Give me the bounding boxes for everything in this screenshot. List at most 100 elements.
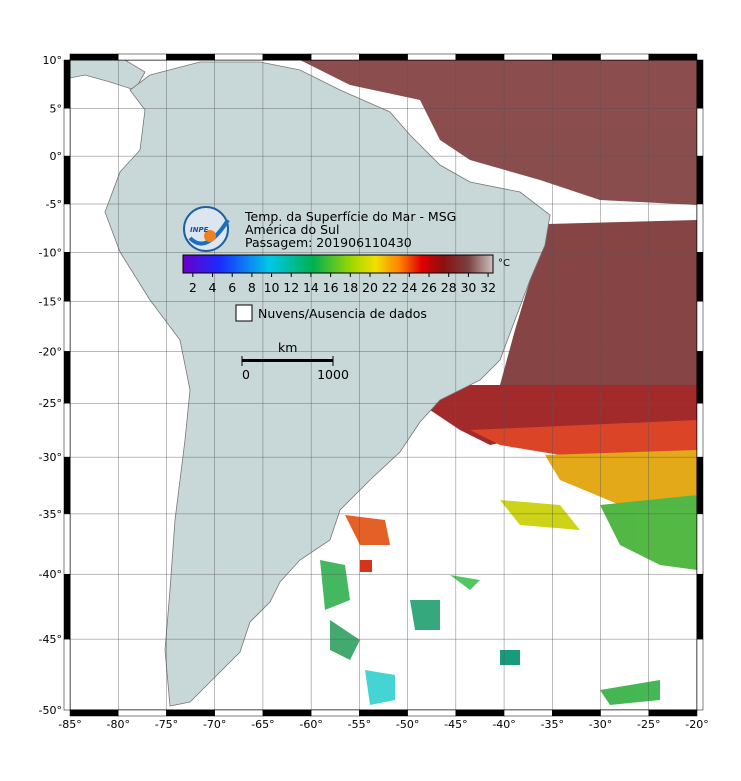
colorbar-label: 26 xyxy=(421,280,437,295)
frame-bar xyxy=(696,351,704,404)
lon-label: -75° xyxy=(155,718,178,731)
frame-bar xyxy=(455,53,505,61)
colorbar-label: 10 xyxy=(264,280,280,295)
colorbar-ramp xyxy=(182,254,494,274)
frame-bar xyxy=(552,53,601,61)
lat-label: 10° xyxy=(43,54,63,67)
frame-bar xyxy=(63,203,71,253)
colorbar-label: 24 xyxy=(401,280,417,295)
frame-bar xyxy=(63,402,71,458)
frame-bar xyxy=(503,53,553,61)
frame-bar xyxy=(166,53,215,61)
scale-unit: km xyxy=(278,340,297,355)
colorbar-label: 12 xyxy=(283,280,299,295)
frame-bar xyxy=(63,513,71,575)
frame-bar xyxy=(63,301,71,352)
frame-bar xyxy=(63,252,71,302)
frame-bar xyxy=(696,252,704,302)
grid xyxy=(70,60,697,710)
axis-labels: -85° -80° -75° -70° -65° -60° -55° -50° -45° -40°… xyxy=(39,54,709,731)
frame-bar xyxy=(310,53,360,61)
logo: INPE xyxy=(183,206,230,252)
frame-bar xyxy=(310,709,360,717)
lon-label: -30° xyxy=(589,718,612,731)
lon-label: -45° xyxy=(444,718,467,731)
frame-bar xyxy=(407,53,457,61)
lat-label: -5° xyxy=(46,198,62,211)
lat-label: -25° xyxy=(39,397,62,410)
colorbar-label: 18 xyxy=(342,280,358,295)
frame-bar xyxy=(696,573,704,640)
frame-bar xyxy=(69,709,119,717)
colorbar-label: 22 xyxy=(382,280,398,295)
frame-bar xyxy=(407,709,457,717)
frame-bar xyxy=(696,108,704,157)
frame-bars xyxy=(63,53,704,717)
legend-text: Nuvens/Ausencia de dados xyxy=(258,306,427,321)
lat-label: -40° xyxy=(39,568,62,581)
frame-bar xyxy=(117,53,167,61)
scale-bar-line xyxy=(242,359,333,362)
frame-bar xyxy=(63,59,71,109)
frame-bar xyxy=(696,155,704,205)
frame-bar xyxy=(696,402,704,458)
frame-bar xyxy=(63,456,71,515)
colorbar-label: 28 xyxy=(441,280,457,295)
frame-bar xyxy=(63,638,71,711)
title-line: Temp. da Superfície do Mar - MSG xyxy=(244,209,456,224)
frame-bar xyxy=(455,709,505,717)
frame-bar xyxy=(696,513,704,575)
colorbar-label: 30 xyxy=(460,280,476,295)
lon-label: -50° xyxy=(396,718,419,731)
colorbar-label: 20 xyxy=(362,280,378,295)
colorbar-unit: °C xyxy=(498,258,510,269)
lat-label: -35° xyxy=(39,508,62,521)
frame-bar xyxy=(600,53,650,61)
frame-bar xyxy=(166,709,215,717)
colorbar-label: 8 xyxy=(248,280,256,295)
title-line: Passagem: 201906110430 xyxy=(245,235,412,250)
frame-bar xyxy=(600,709,650,717)
frame-bar xyxy=(552,709,601,717)
frame-bar xyxy=(63,351,71,404)
frame-bar xyxy=(117,709,167,717)
lon-label: -25° xyxy=(637,718,660,731)
logo-text: INPE xyxy=(190,226,209,234)
frame-bar xyxy=(696,301,704,352)
frame-bar xyxy=(214,53,264,61)
scale-bar: km 0 1000 xyxy=(241,340,349,382)
lat-label: -45° xyxy=(39,633,62,646)
frame-bar xyxy=(696,638,704,711)
scale-label: 0 xyxy=(242,367,250,382)
frame-bar xyxy=(262,53,312,61)
colorbar-label: 2 xyxy=(189,280,197,295)
frame-bar xyxy=(648,709,698,717)
frame-bar xyxy=(214,709,264,717)
lat-label: -15° xyxy=(39,295,62,308)
lon-label: -80° xyxy=(106,718,129,731)
frame-bar xyxy=(648,53,698,61)
colorbar-label: 4 xyxy=(209,280,217,295)
colorbar-label: 32 xyxy=(480,280,496,295)
colorbar-label: 16 xyxy=(323,280,339,295)
lon-label: -70° xyxy=(203,718,226,731)
frame-bar xyxy=(696,203,704,253)
lat-label: -50° xyxy=(39,704,62,717)
frame-bar xyxy=(696,456,704,515)
colorbar-label: 14 xyxy=(303,280,319,295)
map-area xyxy=(70,60,697,710)
lon-label: -20° xyxy=(685,718,708,731)
title-line: América do Sul xyxy=(245,222,339,237)
frame-bar xyxy=(696,59,704,109)
lat-label: 5° xyxy=(50,102,63,115)
lon-label: -40° xyxy=(492,718,515,731)
frame-bar xyxy=(69,53,119,61)
lon-label: -65° xyxy=(251,718,274,731)
legend-swatch xyxy=(235,304,253,322)
central-america xyxy=(70,60,146,91)
frame-bar xyxy=(503,709,553,717)
frame-bar xyxy=(63,155,71,205)
frame-bar xyxy=(63,108,71,157)
colorbar-label: 6 xyxy=(228,280,236,295)
